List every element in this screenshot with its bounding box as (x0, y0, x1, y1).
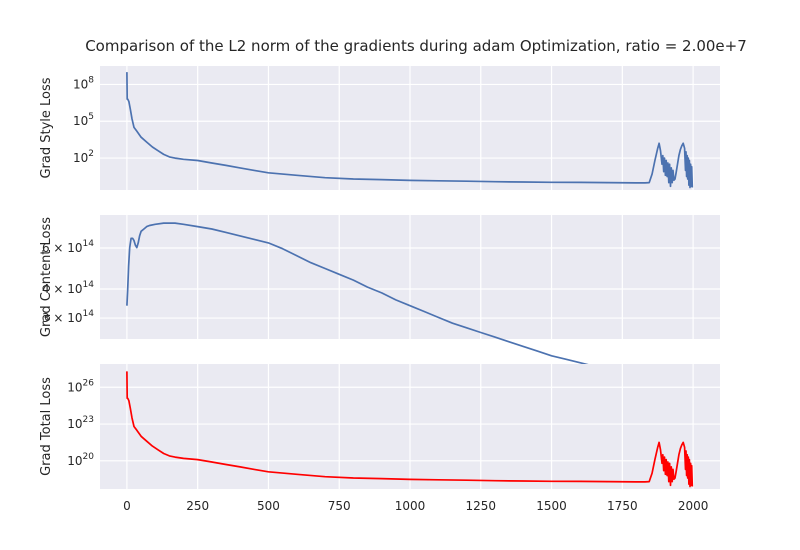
x-tick-label: 1250 (466, 499, 497, 513)
y-tick-label: 102 (73, 149, 94, 165)
x-tick-label: 2000 (678, 499, 709, 513)
x-tick-label: 250 (186, 499, 209, 513)
y-axis-label: Grad Total Loss (39, 377, 54, 476)
y-tick-label: 4 × 1014 (42, 280, 94, 296)
y-tick-label: 105 (73, 112, 94, 128)
series-line (126, 371, 694, 488)
x-tick-label: 750 (328, 499, 351, 513)
subplot-3: 1026 1023 1020 Grad Total Loss 0 250 500 750 100… (39, 364, 720, 513)
x-tick-label: 0 (123, 499, 131, 513)
y-tick-label: 1023 (67, 415, 94, 431)
y-axis-label: Grad Content Loss (39, 217, 54, 337)
y-tick-label: 3 × 1014 (42, 309, 94, 325)
series-line (126, 72, 694, 189)
subplot-1: 108 105 102 Grad Style Loss (39, 66, 720, 190)
y-tick-label: 1026 (67, 378, 94, 394)
series-line (126, 222, 694, 388)
x-tick-label: 1000 (395, 499, 426, 513)
y-axis-label: Grad Style Loss (39, 77, 54, 178)
y-tick-label: 108 (73, 75, 94, 91)
y-tick-label: 6 × 1014 (42, 239, 94, 255)
x-tick-label: 1750 (607, 499, 638, 513)
chart-title: Comparison of the L2 norm of the gradien… (85, 37, 747, 55)
y-tick-label: 1020 (67, 452, 94, 468)
x-tick-label: 500 (257, 499, 280, 513)
x-tick-label: 1500 (536, 499, 567, 513)
